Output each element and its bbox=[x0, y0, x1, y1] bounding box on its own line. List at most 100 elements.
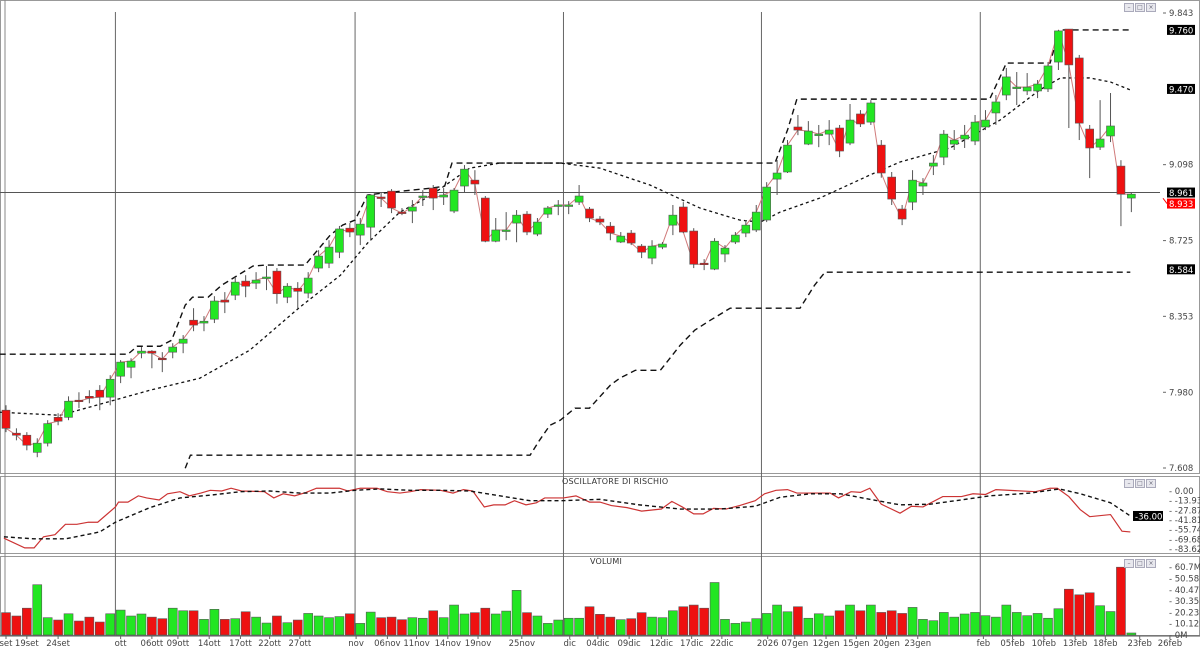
candle bbox=[241, 275, 250, 298]
candle bbox=[408, 200, 417, 224]
candle bbox=[710, 238, 719, 271]
date-label: 2026 bbox=[757, 639, 779, 648]
candle-body bbox=[189, 319, 198, 326]
maximize-icon[interactable]: □ bbox=[1135, 3, 1145, 12]
volume-bar bbox=[1022, 615, 1032, 636]
candle bbox=[1064, 28, 1074, 129]
candle bbox=[699, 259, 709, 271]
minimize-icon[interactable]: – bbox=[1124, 559, 1134, 568]
candle-body bbox=[804, 130, 813, 145]
volume-bar bbox=[324, 617, 334, 636]
candle bbox=[647, 240, 657, 265]
candle-body bbox=[970, 121, 980, 142]
upper-channel-line bbox=[0, 29, 1131, 355]
volume-bar bbox=[699, 607, 709, 636]
volume-bar bbox=[220, 619, 230, 636]
candle bbox=[199, 316, 209, 332]
date-label: 06nov bbox=[374, 639, 400, 648]
candle-body bbox=[1033, 83, 1042, 92]
date-label: ott bbox=[115, 639, 128, 648]
candle bbox=[793, 114, 803, 136]
volume-tick-label: - 40.47M bbox=[1169, 586, 1200, 596]
candle bbox=[126, 358, 136, 379]
minimize-icon[interactable]: – bbox=[1124, 3, 1134, 12]
candle bbox=[345, 223, 355, 238]
candle-body bbox=[439, 194, 448, 198]
candle-body bbox=[606, 225, 615, 234]
candle bbox=[574, 185, 584, 205]
candle-body bbox=[918, 182, 928, 187]
candle bbox=[835, 124, 844, 158]
candle-body bbox=[491, 229, 501, 242]
close-icon[interactable]: × bbox=[1146, 3, 1156, 12]
oscillator-panel-frame bbox=[0, 476, 1200, 554]
candle bbox=[658, 242, 667, 250]
candle bbox=[814, 124, 824, 148]
candle bbox=[637, 244, 646, 259]
candle-body bbox=[126, 360, 136, 368]
candle bbox=[949, 130, 959, 151]
volume-bar bbox=[876, 612, 887, 636]
candle bbox=[64, 396, 73, 421]
candle-body bbox=[449, 189, 459, 212]
volume-bar bbox=[376, 617, 386, 636]
maximize-icon[interactable]: □ bbox=[1135, 559, 1145, 568]
price-panel-window-buttons: – □ × bbox=[1124, 3, 1156, 12]
candle bbox=[178, 335, 188, 354]
volume-bar bbox=[282, 622, 293, 636]
volume-bar bbox=[1, 612, 11, 636]
volume-bar bbox=[918, 619, 928, 636]
volume-bar bbox=[959, 613, 970, 636]
volume-bar bbox=[459, 613, 470, 636]
date-label: 06ott bbox=[141, 639, 164, 648]
date-label: 19nov bbox=[465, 639, 491, 648]
volume-bar bbox=[657, 617, 668, 636]
candle-body bbox=[460, 168, 469, 187]
candle bbox=[887, 171, 897, 205]
candle bbox=[158, 352, 167, 373]
volume-bar bbox=[668, 610, 678, 636]
lower-channel-line bbox=[184, 271, 1131, 469]
candle-body bbox=[866, 102, 876, 123]
volume-panel-window-buttons: – □ × bbox=[1124, 559, 1156, 568]
volume-tick-label: - 0M bbox=[1169, 631, 1188, 641]
candle-body bbox=[428, 187, 438, 199]
candle bbox=[1022, 73, 1032, 96]
volume-bar bbox=[449, 604, 459, 636]
candle-body bbox=[501, 229, 511, 232]
minimize-icon[interactable]: – bbox=[1124, 479, 1134, 488]
candle bbox=[251, 272, 261, 290]
candle bbox=[564, 201, 573, 215]
volume-bar bbox=[1001, 604, 1012, 636]
date-label: 09dic bbox=[617, 639, 641, 648]
candle-body bbox=[595, 218, 605, 223]
candle-body bbox=[1085, 128, 1094, 149]
volume-bar bbox=[553, 619, 564, 636]
candle-body bbox=[1002, 76, 1011, 96]
volume-tick-label: - 50.58M bbox=[1169, 575, 1200, 585]
oscillator-tick-label: - -55.74 bbox=[1169, 526, 1200, 536]
candle-body bbox=[585, 208, 594, 219]
volume-bar bbox=[303, 613, 313, 636]
maximize-icon[interactable]: □ bbox=[1135, 479, 1145, 488]
close-icon[interactable]: × bbox=[1146, 479, 1156, 488]
candle bbox=[918, 178, 928, 195]
candle bbox=[501, 212, 511, 241]
volume-bar bbox=[1053, 608, 1064, 636]
volume-bar bbox=[511, 590, 522, 636]
candle bbox=[1, 405, 11, 433]
candle bbox=[366, 193, 376, 241]
close-icon[interactable]: × bbox=[1146, 559, 1156, 568]
volume-bar bbox=[334, 616, 345, 636]
volume-bar bbox=[63, 613, 74, 636]
volume-bar bbox=[647, 616, 657, 636]
candle-body bbox=[647, 245, 657, 259]
volume-bar bbox=[907, 607, 918, 636]
volume-bar bbox=[501, 610, 511, 636]
volume-bar bbox=[709, 582, 720, 636]
candle-body bbox=[574, 195, 584, 203]
candle-body bbox=[908, 179, 917, 203]
candle-body bbox=[178, 338, 188, 344]
price-badge bbox=[1167, 264, 1195, 275]
